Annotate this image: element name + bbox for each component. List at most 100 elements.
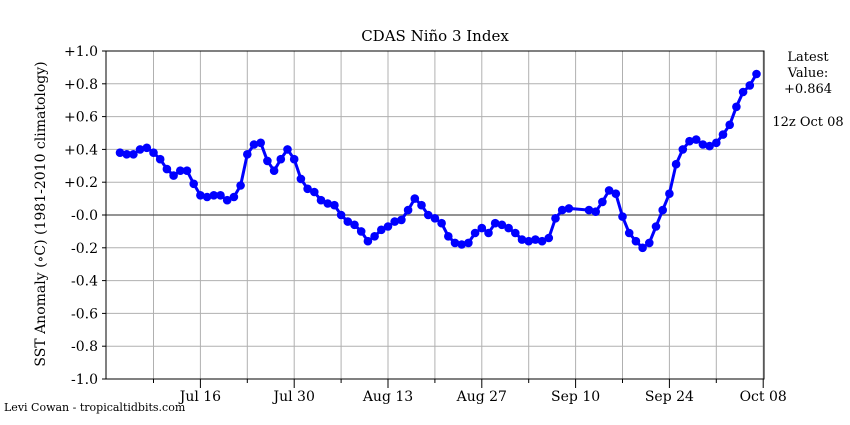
data-point (343, 217, 353, 226)
data-point (732, 102, 741, 112)
data-point (142, 143, 152, 153)
data-point (430, 214, 440, 223)
data-point (524, 236, 533, 246)
y-axis: +1.0 +0.8 +0.6 +0.4 +0.2 -0.0 -0.2 -0.4 -0.6 -0.8… (64, 44, 106, 388)
data-point (115, 148, 125, 157)
y-axis-label: SST Anomaly (∘C) (1981-2010 climatology) (33, 61, 49, 367)
x-tick-label: Sep 10 (551, 389, 600, 405)
x-tick-label: Jul 16 (178, 389, 221, 405)
data-point (269, 166, 279, 175)
x-tick-label: Jul 30 (272, 389, 315, 405)
data-point (122, 150, 131, 159)
data-point (638, 243, 647, 253)
data-point (296, 174, 306, 184)
credit-text: Levi Cowan - tropicaltidbits.com (4, 401, 186, 414)
chart-title: CDAS Niño 3 Index (361, 27, 509, 45)
y-tick-label: -1.0 (71, 372, 98, 388)
data-point (176, 166, 185, 175)
y-tick-label: -0.2 (71, 241, 98, 257)
data-point (316, 195, 326, 205)
data-point (216, 191, 225, 200)
data-point (718, 130, 728, 139)
data-point (423, 210, 433, 220)
data-point (437, 218, 446, 228)
data-point (685, 136, 694, 146)
data-point (678, 145, 688, 154)
data-point (698, 140, 708, 149)
data-point (390, 217, 400, 226)
y-tick-label: +0.4 (64, 142, 98, 158)
data-point (189, 179, 198, 189)
data-point (276, 154, 286, 164)
data-point (531, 235, 540, 244)
data-point (658, 205, 667, 215)
x-tick-label: Aug 13 (362, 389, 413, 405)
data-point (624, 228, 634, 238)
data-point (604, 186, 614, 195)
data-point (310, 187, 319, 197)
data-point (490, 218, 500, 228)
value-label: Value: (787, 66, 829, 81)
data-point (671, 159, 681, 169)
data-point (397, 215, 406, 225)
data-point (484, 228, 493, 238)
data-point (745, 81, 755, 90)
data-point (323, 199, 333, 208)
data-point (249, 140, 259, 149)
data-point (444, 232, 453, 241)
data-point (497, 220, 507, 230)
data-point (155, 154, 165, 164)
data-point (236, 181, 245, 190)
data-point (712, 138, 721, 148)
data-point (243, 150, 252, 159)
data-point (517, 235, 527, 244)
series (115, 69, 761, 253)
data-point (202, 192, 212, 202)
data-point (631, 236, 641, 246)
data-point (169, 171, 178, 180)
latest-label: Latest (787, 50, 829, 65)
data-point (464, 238, 473, 248)
data-point (477, 223, 487, 233)
data-point (537, 236, 547, 246)
data-point (738, 87, 748, 97)
data-point (330, 200, 339, 210)
data-point (182, 166, 192, 175)
data-point (618, 212, 627, 221)
data-point (162, 164, 172, 174)
data-point (457, 240, 467, 249)
data-point (403, 205, 413, 215)
data-point (584, 205, 594, 215)
data-point (417, 200, 426, 210)
x-tick-label: Oct 08 (740, 389, 787, 405)
data-point (263, 156, 272, 166)
data-point (504, 223, 513, 233)
data-point (557, 205, 567, 215)
data-point (470, 228, 480, 238)
y-tick-label: -0.4 (71, 274, 98, 290)
data-point (129, 150, 138, 159)
data-point (135, 145, 145, 154)
data-point (303, 184, 312, 194)
data-point (611, 189, 621, 198)
y-tick-label: +1.0 (64, 44, 98, 60)
data-point (511, 228, 520, 238)
data-point (350, 220, 359, 230)
data-point (591, 207, 600, 216)
data-point (222, 195, 232, 205)
x-axis: Jul 16 Jul 30 Aug 13 Aug 27 Sep 10 Sep 24 Oct … (153, 379, 787, 405)
data-point (336, 210, 346, 220)
data-point (705, 141, 714, 151)
data-point (363, 236, 373, 246)
y-tick-label: -0.6 (71, 306, 98, 322)
x-tick-label: Sep 24 (645, 389, 694, 405)
data-point (377, 225, 386, 235)
y-tick-label: -0.8 (71, 339, 98, 355)
data-point (256, 138, 266, 148)
data-point (229, 192, 239, 202)
data-point (149, 148, 158, 157)
data-point (209, 191, 219, 200)
data-point (356, 227, 366, 236)
data-point (544, 233, 554, 243)
